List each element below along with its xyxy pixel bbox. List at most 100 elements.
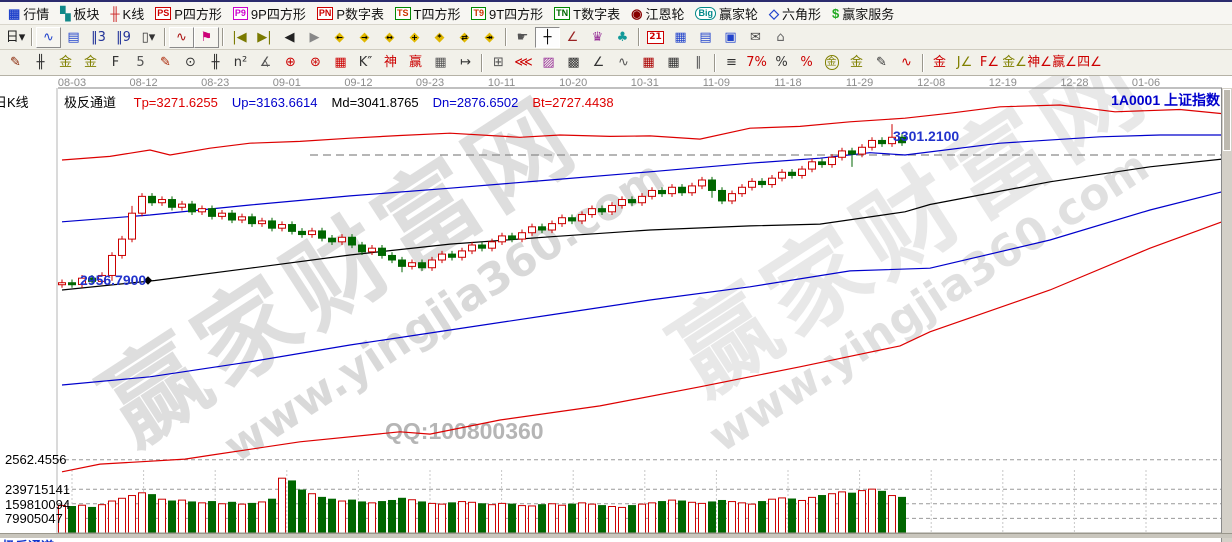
menu-winner-service[interactable]: $ 赢家服务 <box>828 3 901 24</box>
menu-quotes[interactable]: ▦ 行情 <box>4 3 56 24</box>
club-tool-button[interactable]: ♣ <box>610 27 635 48</box>
gold-angle-icon[interactable]: 金 <box>927 52 952 73</box>
diamond-left-button[interactable]: ◆ ← <box>327 27 352 48</box>
percent-lines-icon[interactable]: % <box>794 52 819 73</box>
fan-box-icon[interactable]: ▨ <box>536 52 561 73</box>
menu-gann-wheel[interactable]: ◉ 江恩轮 <box>627 3 691 24</box>
crown-tool-button[interactable]: ♛ <box>585 27 610 48</box>
angle-mirror-icon[interactable]: ∡ <box>253 52 278 73</box>
percent-7-icon[interactable]: 7% <box>744 52 769 73</box>
calendar-button[interactable]: 21 <box>643 27 668 48</box>
menu-p-number-table[interactable]: PN P数字表 <box>313 3 391 24</box>
vertical-scrollbar[interactable] <box>1221 88 1232 542</box>
k-wave-icon[interactable]: K″ <box>353 52 378 73</box>
menu-t-square-label: T四方形 <box>413 6 461 22</box>
menu-winner-wheel[interactable]: Big 赢家轮 <box>691 3 765 24</box>
gold-angle2-icon[interactable]: 金∠ <box>1002 52 1027 73</box>
prev-button[interactable]: ◀ <box>277 27 302 48</box>
gann-circle-icon[interactable]: ⊙ <box>178 52 203 73</box>
shen-angle-icon[interactable]: 神∠ <box>1027 52 1052 73</box>
grid-123-icon[interactable]: ▦ <box>428 52 453 73</box>
system-button[interactable]: ⌂ <box>768 27 793 48</box>
menu-9t-square[interactable]: T9 9T四方形 <box>467 3 550 24</box>
menu-hexagon[interactable]: ◇ 六角形 <box>765 3 828 24</box>
grid-red-icon[interactable]: ▦ <box>636 52 661 73</box>
volume-scale-label: 239715141 <box>5 482 71 498</box>
ruler2-icon[interactable]: ╫ <box>203 52 228 73</box>
save-button[interactable]: ▣ <box>718 27 743 48</box>
menu-p-square[interactable]: PS P四方形 <box>151 3 229 24</box>
candle-style-button[interactable]: ▯▾ <box>136 27 161 48</box>
gold-ruler-icon[interactable]: 金 <box>53 52 78 73</box>
scrollbar-thumb[interactable] <box>1223 89 1231 151</box>
fan-box-dark-icon[interactable]: ▩ <box>561 52 586 73</box>
menu-p-number-table-icon: PN <box>316 6 334 20</box>
pen-ruler-icon[interactable]: ✎ <box>153 52 178 73</box>
star-circle-icon[interactable]: ⊛ <box>303 52 328 73</box>
diamond-hmove-button[interactable]: ◆ ↔ <box>377 27 402 48</box>
j-angle-icon[interactable]: J∠ <box>952 52 977 73</box>
red-grid-icon[interactable]: ▦ <box>328 52 353 73</box>
menu-gann-wheel-icon: ◉ <box>631 5 643 21</box>
bars3-button[interactable]: ‖3 <box>86 27 111 48</box>
diamond-out-button[interactable]: ◆ ↠ <box>477 27 502 48</box>
go-last-button[interactable]: ▶| <box>252 27 277 48</box>
spiral5-icon[interactable]: 5 <box>128 52 153 73</box>
fan-lines-icon[interactable]: ⋘ <box>511 52 536 73</box>
menu-t-square[interactable]: TS T四方形 <box>391 3 467 24</box>
arrow-bar-icon[interactable]: ↦ <box>453 52 478 73</box>
formula-sketch-button[interactable]: ∿ <box>169 26 194 48</box>
watermark-qq: QQ:100800360 <box>385 418 544 444</box>
go-first-button[interactable]: |◀ <box>227 27 252 48</box>
grid-arrow-icon[interactable]: ▦ <box>661 52 686 73</box>
diamond-star-button[interactable]: ◆ * <box>427 27 452 48</box>
ying-angle-icon[interactable]: 赢∠ <box>1052 52 1077 73</box>
wave-tool-button[interactable]: ∿ <box>36 26 61 48</box>
start-price-annotation: 2956.7900 <box>80 272 147 288</box>
mail-button[interactable]: ✉ <box>743 27 768 48</box>
ying-ruler-icon[interactable]: 赢 <box>403 52 428 73</box>
ruler-icon[interactable]: ╫ <box>28 52 53 73</box>
hand-tool-button[interactable]: ☛ <box>510 27 535 48</box>
diamond-right-button[interactable]: ◆ → <box>352 27 377 48</box>
menu-kline[interactable]: ╫ K线 <box>106 3 151 24</box>
menu-t-number-table[interactable]: TN T数字表 <box>550 3 627 24</box>
band-chart-button[interactable]: ⚑ <box>194 26 219 48</box>
f-ruler-icon[interactable]: F <box>103 52 128 73</box>
main-toolbar: 日▾ ∿ ▤ ‖3 ‖9 ▯▾ ∿ ⚑ |◀ ▶| ◀ ▶ ◆ ← ◆ → ◆ ↔ ◆ + ◆ * ◆ ⇄ ◆ ↠ ☛ ┼ ∠ ♛ ♣ 21 ▦… <box>0 25 1232 50</box>
f-angle-icon[interactable]: F∠ <box>977 52 1002 73</box>
si-angle-icon[interactable]: 四∠ <box>1077 52 1102 73</box>
crosshair-button[interactable]: ┼ <box>535 26 560 48</box>
next-button[interactable]: ▶ <box>302 27 327 48</box>
parallel-lines-icon[interactable]: ∥ <box>686 52 711 73</box>
pen-tool-icon[interactable]: ✎ <box>3 52 28 73</box>
price-box-icon[interactable]: ⊞ <box>486 52 511 73</box>
calculator-button[interactable]: ▦ <box>668 27 693 48</box>
menu-9t-square-label: 9T四方形 <box>489 6 544 22</box>
zigzag-icon[interactable]: ∿ <box>611 52 636 73</box>
angle-measure-button[interactable]: ∠ <box>560 27 585 48</box>
diamond-swap-button[interactable]: ◆ ⇄ <box>452 27 477 48</box>
diamond-cross-button[interactable]: ◆ + <box>402 27 427 48</box>
shen-ruler-icon[interactable]: 神 <box>378 52 403 73</box>
percent-icon[interactable]: % <box>769 52 794 73</box>
n2-ruler-icon[interactable]: n² <box>228 52 253 73</box>
curve-icon[interactable]: ∿ <box>894 52 919 73</box>
period-selector-button[interactable]: 日▾ <box>3 27 28 48</box>
toolbar-separator <box>222 28 224 46</box>
gold-lines-icon[interactable]: 金 <box>844 52 869 73</box>
bars9-button[interactable]: ‖9 <box>111 27 136 48</box>
notes-button[interactable]: ▤ <box>693 27 718 48</box>
menu-sectors[interactable]: ▚ 板块 <box>56 3 106 24</box>
menu-9p-square[interactable]: P9 9P四方形 <box>229 3 313 24</box>
pen-flag-icon[interactable]: ✎ <box>869 52 894 73</box>
angle-lines-icon[interactable]: ∠ <box>586 52 611 73</box>
gold-circle-icon[interactable]: 金 <box>819 52 844 73</box>
gold-ruler2-icon[interactable]: 金 <box>78 52 103 73</box>
chart-info-button[interactable]: ▤ <box>61 27 86 48</box>
stats-list-icon[interactable]: ≡ <box>719 52 744 73</box>
indicator-value-Dn: Dn=2876.6502 <box>432 95 519 110</box>
circle-cross-icon[interactable]: ⊕ <box>278 52 303 73</box>
